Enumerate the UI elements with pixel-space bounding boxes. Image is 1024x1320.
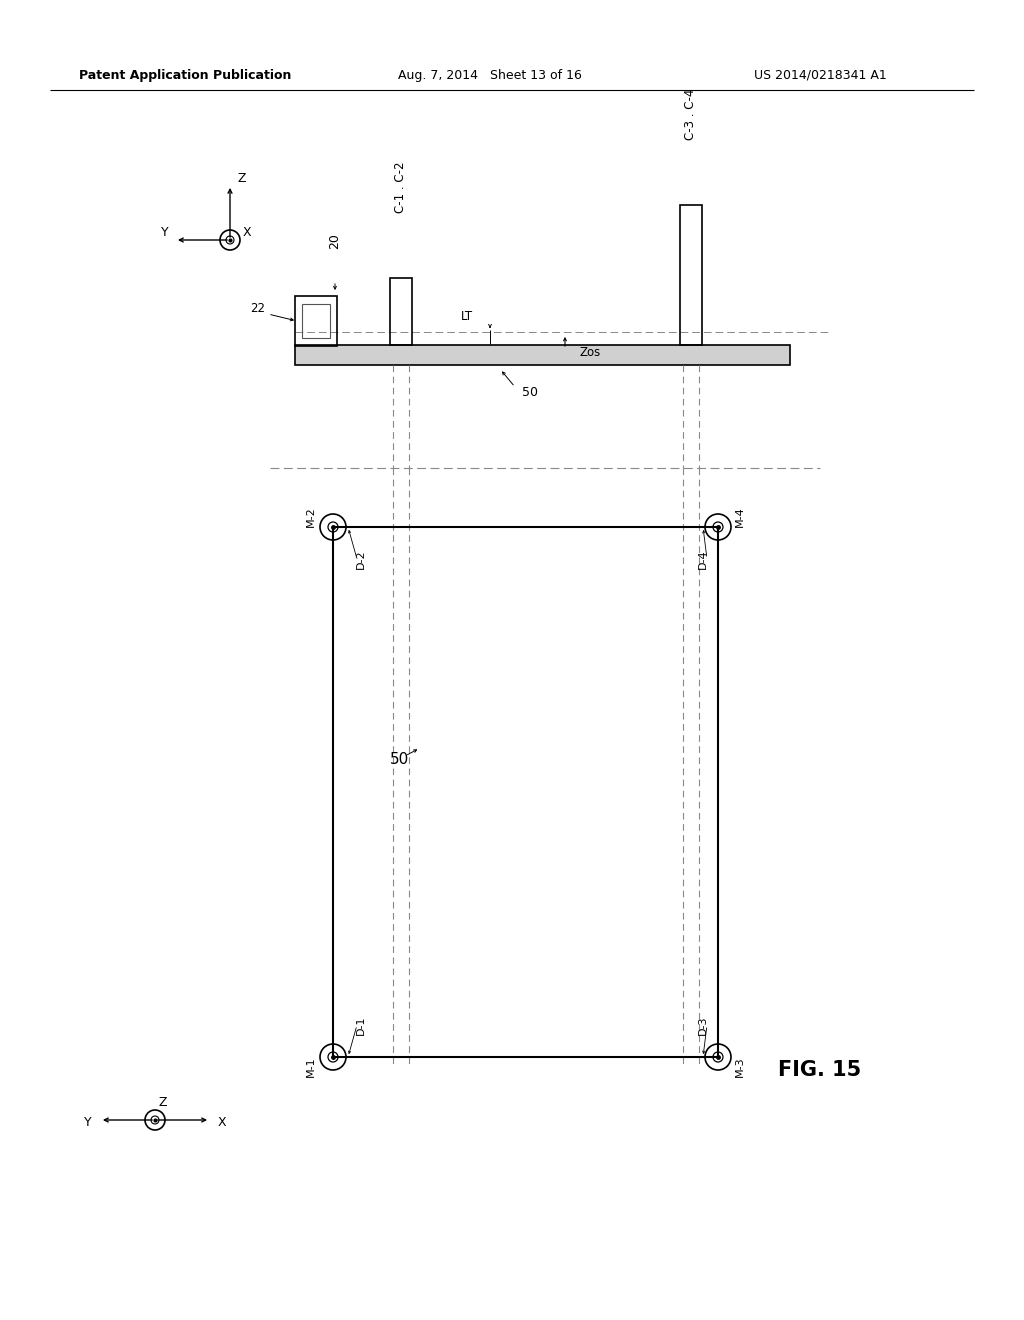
Bar [333,527,718,1057]
Text: X: X [243,226,251,239]
Text: D-2: D-2 [356,549,366,569]
Text: M-2: M-2 [306,507,316,528]
Text: 22: 22 [250,301,265,314]
Text: FIG. 15: FIG. 15 [778,1060,861,1080]
Text: C-1 . C-2: C-1 . C-2 [394,161,408,213]
Text: Z: Z [159,1096,167,1109]
Text: Aug. 7, 2014   Sheet 13 of 16: Aug. 7, 2014 Sheet 13 of 16 [398,69,582,82]
Text: Y: Y [161,226,169,239]
Bar [295,345,790,366]
Text: Z: Z [238,172,246,185]
Text: US 2014/0218341 A1: US 2014/0218341 A1 [754,69,887,82]
Text: Y: Y [84,1115,92,1129]
Bar [680,205,702,345]
Text: D-3: D-3 [698,1015,708,1035]
Bar [390,279,412,345]
Text: D-4: D-4 [698,549,708,569]
Text: X: X [218,1115,226,1129]
Text: 50: 50 [522,387,538,400]
Text: M-4: M-4 [735,507,745,528]
Text: M-3: M-3 [735,1057,745,1077]
Text: Zos: Zos [580,346,601,359]
Text: C-3 . C-4: C-3 . C-4 [684,88,697,140]
Bar [302,304,330,338]
Text: Patent Application Publication: Patent Application Publication [79,69,291,82]
Text: LT: LT [461,310,473,323]
Text: D-1: D-1 [356,1015,366,1035]
Bar [295,296,337,346]
Text: 20: 20 [329,234,341,249]
Text: 50: 50 [390,752,410,767]
Text: M-1: M-1 [306,1057,316,1077]
